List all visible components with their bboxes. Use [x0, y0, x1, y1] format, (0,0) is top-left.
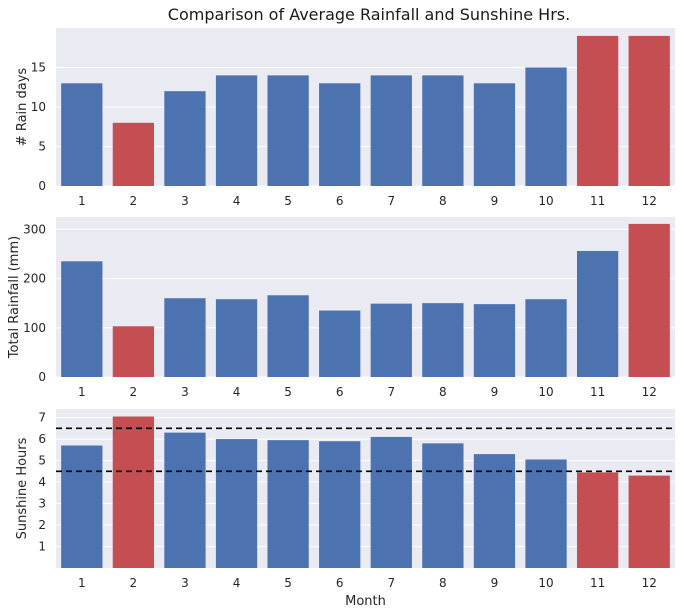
y-tick-label: 100: [23, 321, 46, 335]
bar-month-3: [164, 432, 206, 568]
bar-month-3: [164, 298, 206, 377]
x-tick-label: 10: [538, 576, 553, 590]
x-tick-label: 2: [130, 385, 138, 399]
bar-month-9: [473, 454, 516, 568]
figure-title: Comparison of Average Rainfall and Sunsh…: [168, 5, 570, 24]
x-tick-label: 5: [284, 576, 292, 590]
x-tick-label: 3: [181, 194, 189, 208]
bar-month-7: [370, 436, 412, 568]
x-tick-label: 7: [387, 385, 395, 399]
y-tick-label: 1: [38, 540, 46, 554]
x-tick-label: 7: [387, 194, 395, 208]
bar-month-9: [473, 83, 516, 186]
x-tick-label: 3: [181, 385, 189, 399]
x-tick-label: 11: [590, 385, 605, 399]
bar-month-1: [61, 261, 103, 377]
y-tick-label: 5: [38, 140, 46, 154]
bar-month-12: [628, 223, 670, 377]
bar-month-2: [112, 122, 155, 186]
bar-month-6: [319, 441, 361, 568]
x-tick-label: 2: [130, 576, 138, 590]
bar-month-4: [215, 439, 258, 568]
x-tick-label: 4: [233, 194, 241, 208]
bar-month-10: [525, 459, 567, 568]
x-tick-label: 8: [439, 576, 447, 590]
x-tick-label: 9: [491, 194, 499, 208]
bar-month-6: [319, 310, 361, 377]
y-tick-label: 0: [38, 179, 46, 193]
bar-month-12: [628, 35, 670, 187]
y-axis-label: # Rain days: [15, 68, 30, 147]
y-axis-label: Sunshine Hours: [15, 437, 30, 539]
y-tick-label: 2: [38, 518, 46, 532]
x-tick-label: 5: [284, 385, 292, 399]
y-tick-label: 15: [31, 61, 46, 75]
bar-month-2: [112, 416, 155, 568]
plot-area: [56, 409, 675, 568]
x-tick-label: 7: [387, 576, 395, 590]
x-tick-label: 11: [590, 194, 605, 208]
bar-month-11: [576, 472, 619, 568]
bar-month-11: [576, 35, 619, 187]
bar-month-11: [576, 250, 619, 377]
y-tick-label: 4: [38, 475, 46, 489]
x-tick-label: 12: [642, 576, 657, 590]
x-tick-label: 3: [181, 576, 189, 590]
bar-month-6: [319, 83, 361, 186]
bar-month-4: [215, 75, 258, 186]
x-tick-label: 1: [78, 385, 86, 399]
bar-month-7: [370, 75, 412, 186]
x-tick-label: 10: [538, 385, 553, 399]
x-tick-label: 5: [284, 194, 292, 208]
y-tick-label: 6: [38, 432, 46, 446]
x-tick-label: 11: [590, 576, 605, 590]
y-tick-label: 10: [31, 100, 46, 114]
bar-month-2: [112, 326, 155, 377]
bar-month-10: [525, 299, 567, 377]
bar-month-7: [370, 303, 412, 377]
x-tick-label: 6: [336, 385, 344, 399]
x-tick-label: 10: [538, 194, 553, 208]
y-tick-label: 7: [38, 411, 46, 425]
x-tick-label: 1: [78, 576, 86, 590]
bar-month-5: [267, 295, 309, 377]
x-tick-label: 9: [491, 385, 499, 399]
bar-month-8: [422, 75, 464, 186]
bar-month-8: [422, 303, 464, 377]
bar-month-10: [525, 67, 567, 186]
bar-month-12: [628, 475, 670, 568]
y-axis-label: Total Rainfall (mm): [7, 236, 22, 359]
bar-month-3: [164, 91, 206, 186]
y-tick-label: 0: [38, 370, 46, 384]
x-tick-label: 4: [233, 385, 241, 399]
x-tick-label: 1: [78, 194, 86, 208]
y-tick-label: 5: [38, 454, 46, 468]
x-tick-label: 4: [233, 576, 241, 590]
x-tick-label: 9: [491, 576, 499, 590]
bar-month-9: [473, 304, 516, 377]
bar-month-1: [61, 445, 103, 568]
x-tick-label: 6: [336, 194, 344, 208]
bar-month-5: [267, 440, 309, 568]
x-axis-label: Month: [345, 594, 386, 609]
bar-month-1: [61, 83, 103, 186]
bar-month-4: [215, 299, 258, 377]
x-tick-label: 8: [439, 385, 447, 399]
bar-month-5: [267, 75, 309, 186]
plot-area: [56, 217, 675, 377]
y-tick-label: 3: [38, 497, 46, 511]
y-tick-label: 300: [23, 222, 46, 236]
x-tick-label: 2: [130, 194, 138, 208]
y-tick-label: 200: [23, 272, 46, 286]
x-tick-label: 12: [642, 385, 657, 399]
x-tick-label: 8: [439, 194, 447, 208]
x-tick-label: 6: [336, 576, 344, 590]
x-tick-label: 12: [642, 194, 657, 208]
bar-month-8: [422, 443, 464, 568]
